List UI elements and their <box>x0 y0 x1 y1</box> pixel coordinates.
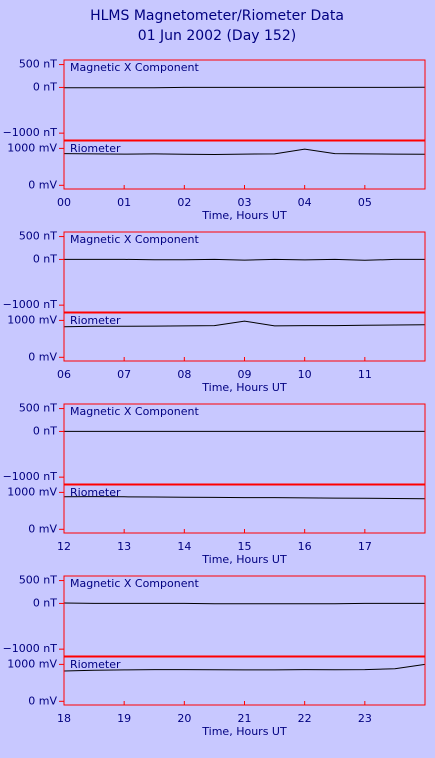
panel-label: Magnetic X Component <box>70 233 199 246</box>
panel-label: Magnetic X Component <box>70 405 199 418</box>
chart-title: HLMS Magnetometer/Riometer Data <box>90 8 344 24</box>
y-tick-label: 1000 mV <box>7 313 57 326</box>
plot-frame <box>63 59 426 141</box>
x-axis-label: Time, Hours UT <box>201 553 287 566</box>
y-tick-label: −1000 nT <box>3 470 58 483</box>
y-tick-label: 0 mV <box>28 522 57 535</box>
y-tick-label: 0 nT <box>33 424 57 437</box>
chart-subtitle: 01 Jun 2002 (Day 152) <box>138 28 296 44</box>
y-tick-label: 500 nT <box>19 574 57 587</box>
plot-frame <box>63 231 426 313</box>
x-axis-label: Time, Hours UT <box>201 209 287 222</box>
data-line <box>64 258 425 261</box>
x-tick-label: 04 <box>298 196 312 209</box>
y-tick-label: 1000 mV <box>7 485 57 498</box>
plot-frame <box>63 403 426 485</box>
data-line <box>63 602 425 605</box>
y-tick-label: 1000 mV <box>7 657 57 670</box>
x-tick-label: 21 <box>238 712 252 725</box>
x-tick-label: 17 <box>358 540 372 553</box>
plot-frame <box>63 575 426 657</box>
x-axis-label: Time, Hours UT <box>201 725 287 738</box>
y-tick-label: 0 nT <box>33 80 57 93</box>
panel-label: Magnetic X Component <box>70 577 199 590</box>
x-tick-label: 06 <box>57 368 71 381</box>
panel-label: Riometer <box>70 314 121 327</box>
y-tick-label: −1000 nT <box>3 126 58 139</box>
x-axis-label: Time, Hours UT <box>201 381 287 394</box>
x-tick-label: 03 <box>238 196 252 209</box>
y-tick-label: 500 nT <box>19 230 57 243</box>
y-tick-label: −1000 nT <box>3 642 58 655</box>
x-tick-label: 01 <box>117 196 131 209</box>
x-tick-label: 02 <box>177 196 191 209</box>
x-tick-label: 13 <box>117 540 131 553</box>
y-tick-label: 500 nT <box>19 58 57 71</box>
x-tick-label: 15 <box>238 540 252 553</box>
x-tick-label: 22 <box>298 712 312 725</box>
x-tick-label: 18 <box>57 712 71 725</box>
y-tick-label: −1000 nT <box>3 298 58 311</box>
data-line <box>63 148 426 156</box>
x-tick-label: 07 <box>117 368 131 381</box>
x-tick-label: 19 <box>117 712 131 725</box>
y-tick-label: 0 mV <box>28 178 57 191</box>
y-tick-label: 1000 mV <box>7 141 57 154</box>
y-tick-label: 0 nT <box>33 596 57 609</box>
x-tick-label: 16 <box>298 540 312 553</box>
x-tick-label: 14 <box>177 540 191 553</box>
x-tick-label: 00 <box>57 196 71 209</box>
x-tick-label: 11 <box>358 368 372 381</box>
x-tick-label: 09 <box>238 368 252 381</box>
data-line <box>63 496 426 500</box>
y-tick-label: 0 mV <box>28 350 57 363</box>
data-line <box>63 320 426 328</box>
x-tick-label: 10 <box>298 368 312 381</box>
data-line <box>64 86 426 89</box>
x-tick-label: 20 <box>177 712 191 725</box>
x-tick-label: 12 <box>57 540 71 553</box>
y-tick-label: 0 mV <box>28 694 57 707</box>
x-tick-label: 05 <box>358 196 372 209</box>
panel-label: Riometer <box>70 658 121 671</box>
x-tick-label: 23 <box>358 712 372 725</box>
y-tick-label: 500 nT <box>19 402 57 415</box>
x-tick-label: 08 <box>177 368 191 381</box>
panel-label: Riometer <box>70 486 121 499</box>
data-line <box>63 663 426 672</box>
y-tick-label: 0 nT <box>33 252 57 265</box>
panel-label: Riometer <box>70 142 121 155</box>
panel-label: Magnetic X Component <box>70 61 199 74</box>
